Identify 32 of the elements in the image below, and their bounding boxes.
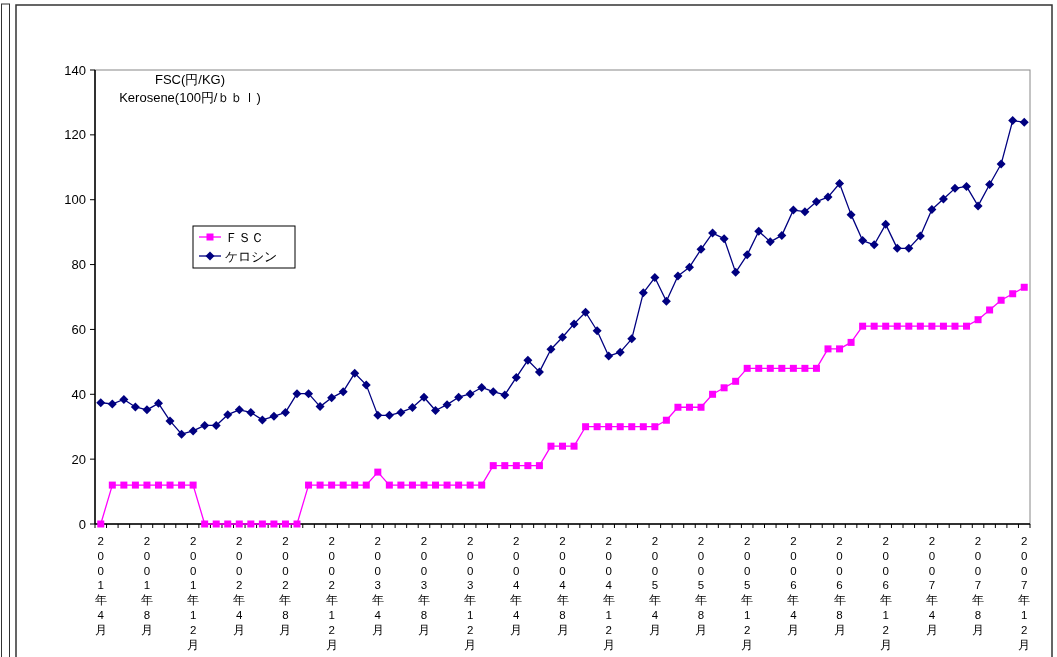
x-tick-label: 2002年12月: [325, 535, 338, 651]
y-tick-label: 20: [71, 451, 86, 467]
y-tick-label: 60: [71, 321, 86, 337]
x-tick-label: 2003年8月: [417, 535, 430, 636]
legend-label: ＦＳＣ: [225, 229, 264, 245]
x-tick-label: 2003年4月: [371, 535, 384, 636]
y-tick-label: 0: [78, 516, 86, 532]
x-tick-label: 2004年12月: [602, 535, 615, 651]
x-tick-label: 2005年4月: [648, 535, 661, 636]
x-tick-label: 2001年4月: [94, 535, 107, 636]
x-tick-label: 2006年4月: [787, 535, 800, 636]
legend-label: ケロシン: [225, 248, 277, 264]
x-tick-label: 2007年8月: [972, 535, 985, 636]
x-tick-label: 2006年8月: [833, 535, 846, 636]
x-tick-label: 2002年8月: [279, 535, 292, 636]
y-axis-title: FSC(円/KG) Kerosene(100円/ｂｂｌ): [119, 72, 261, 105]
x-tick-label: 2007年12月: [1018, 535, 1031, 651]
x-tick-label: 2003年12月: [464, 535, 477, 651]
x-tick-label: 2001年8月: [140, 535, 153, 636]
y-tick-label: 40: [71, 386, 86, 402]
x-tick-label: 2006年12月: [879, 535, 892, 651]
y-tick-label: 80: [71, 257, 86, 273]
x-tick-label: 2001年12月: [187, 535, 200, 651]
y-tick-label: 100: [64, 192, 86, 208]
x-tick-label: 2004年4月: [510, 535, 523, 636]
x-tick-label: 2004年8月: [556, 535, 569, 636]
x-tick-label: 2007年4月: [925, 535, 938, 636]
y-tick-label: 140: [64, 62, 86, 78]
y-tick-label: 120: [64, 127, 86, 143]
x-tick-label: 2005年12月: [741, 535, 754, 651]
x-tick-label: 2002年4月: [233, 535, 246, 636]
x-tick-label: 2005年8月: [695, 535, 708, 636]
